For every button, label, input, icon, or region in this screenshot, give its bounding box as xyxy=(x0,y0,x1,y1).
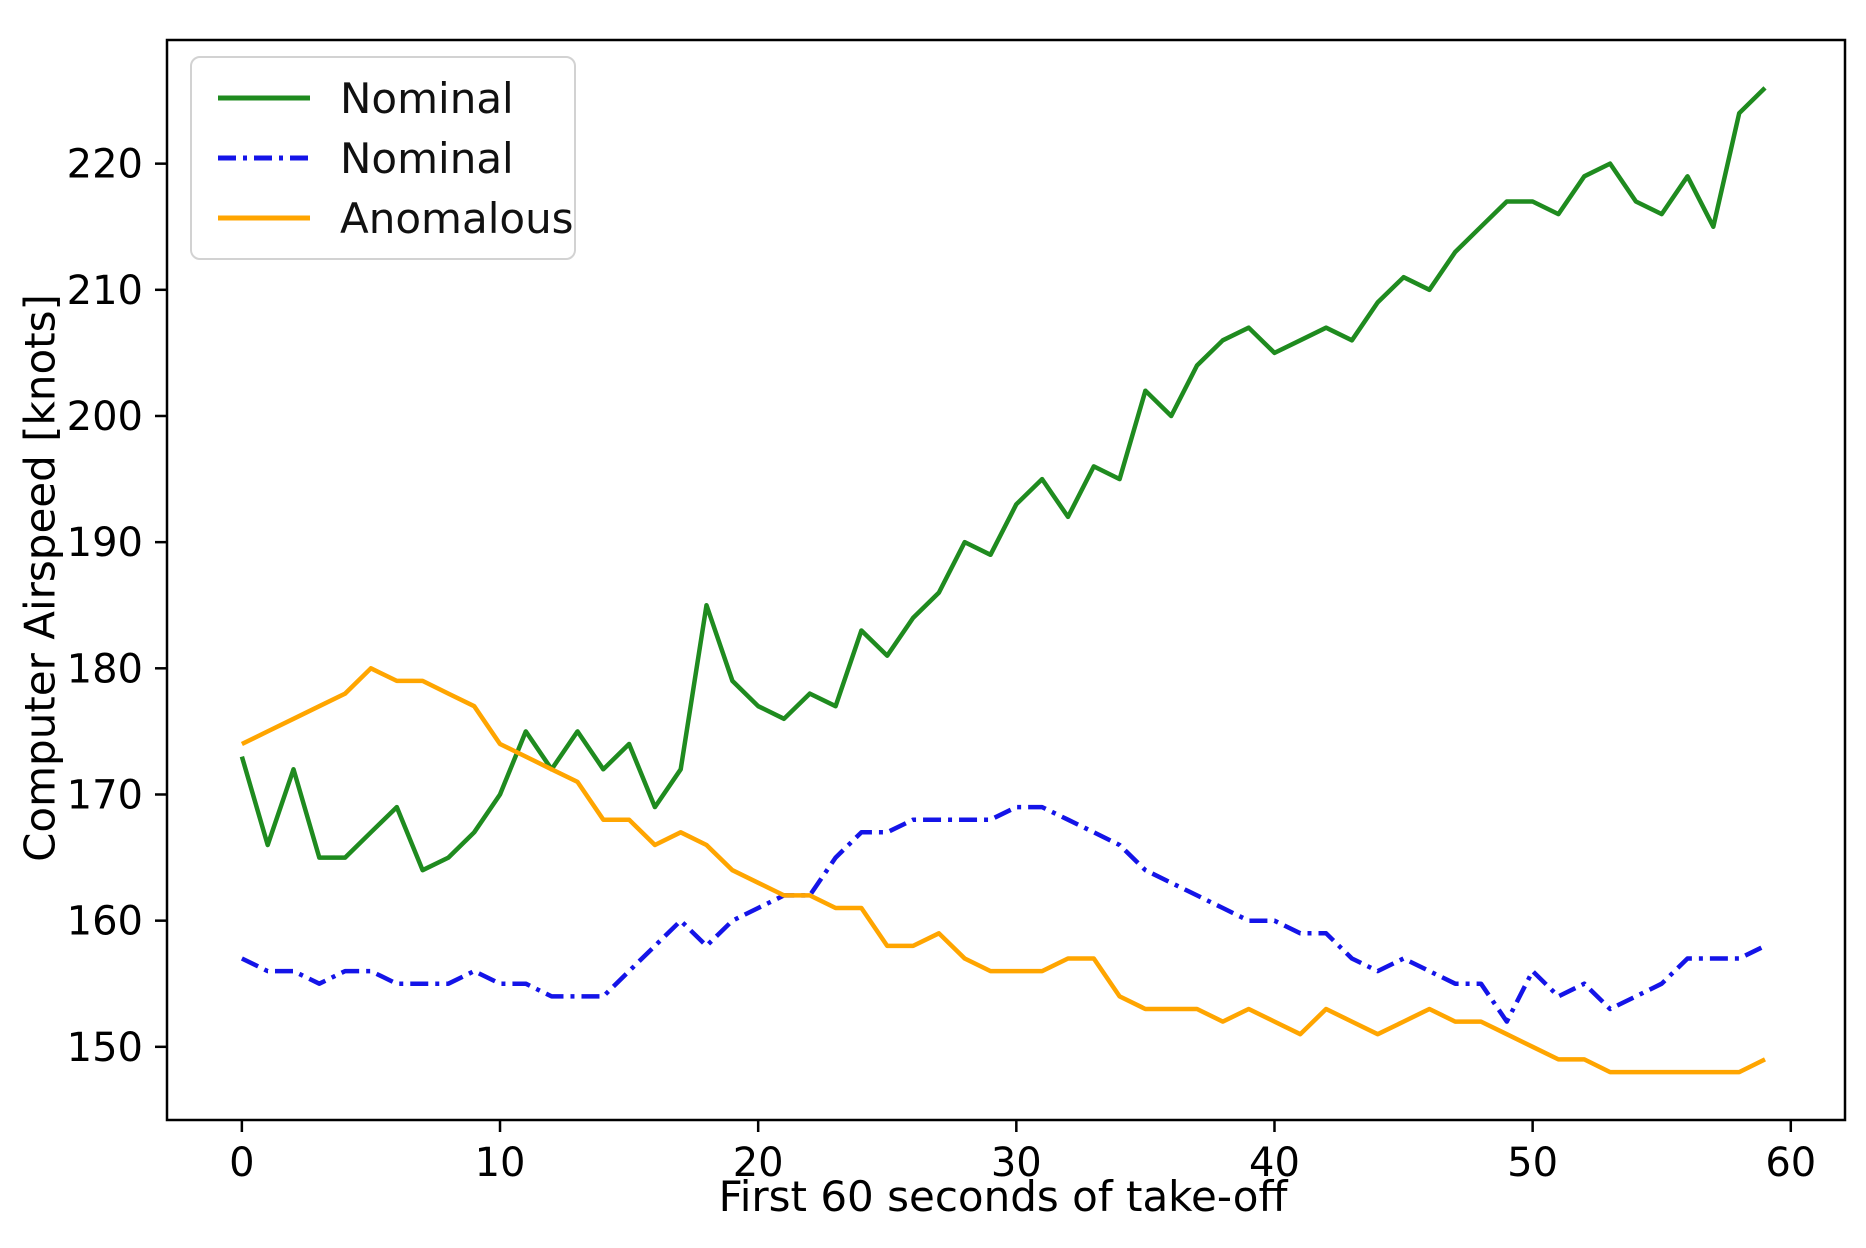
nominal-dashdot-line-icon xyxy=(218,155,310,161)
nominal-series-line-0 xyxy=(239,86,1767,873)
nominal-solid-line-icon xyxy=(218,95,310,101)
legend-item-anomalous: Anomalous xyxy=(192,188,574,248)
y-tick-label: 200 xyxy=(67,394,143,440)
x-tick-label: 30 xyxy=(991,1140,1042,1186)
legend: Nominal Nominal Anomalous xyxy=(190,56,576,260)
y-tick-label: 220 xyxy=(67,142,143,188)
anomalous-series-line-2 xyxy=(240,666,1766,1075)
x-tick-label: 40 xyxy=(1249,1140,1300,1186)
x-tick-label: 0 xyxy=(229,1140,254,1186)
y-tick-label: 180 xyxy=(67,646,143,692)
data-series xyxy=(239,86,1767,1075)
plot-frame xyxy=(165,38,1847,1122)
y-tick-label: 170 xyxy=(67,772,143,818)
legend-label: Nominal xyxy=(340,133,514,183)
legend-label: Nominal xyxy=(340,73,514,123)
anomalous-line-icon xyxy=(218,215,310,221)
x-tick-label: 10 xyxy=(475,1140,526,1186)
axis-tick-labels: 0 10 20 30 40 50 60 150 160 170 180 190 200 210 220 xyxy=(67,142,1817,1186)
x-axis-label: First 60 seconds of take-off xyxy=(718,1172,1288,1221)
legend-item-nominal-dashdot: Nominal xyxy=(192,128,574,188)
y-tick-label: 150 xyxy=(67,1025,143,1071)
y-tick-label: 210 xyxy=(67,268,143,314)
y-tick-label: 190 xyxy=(67,520,143,566)
x-tick-label: 50 xyxy=(1507,1140,1558,1186)
nominal-series-line-1 xyxy=(240,804,1766,1024)
y-axis-label: Computer Airspeed [knots] xyxy=(15,294,65,862)
x-tick-label: 20 xyxy=(733,1140,784,1186)
legend-item-nominal-solid: Nominal xyxy=(192,68,574,128)
axis-ticks xyxy=(155,162,1793,1132)
legend-label: Anomalous xyxy=(340,193,574,243)
y-tick-label: 160 xyxy=(67,899,143,945)
x-tick-label: 60 xyxy=(1765,1140,1816,1186)
